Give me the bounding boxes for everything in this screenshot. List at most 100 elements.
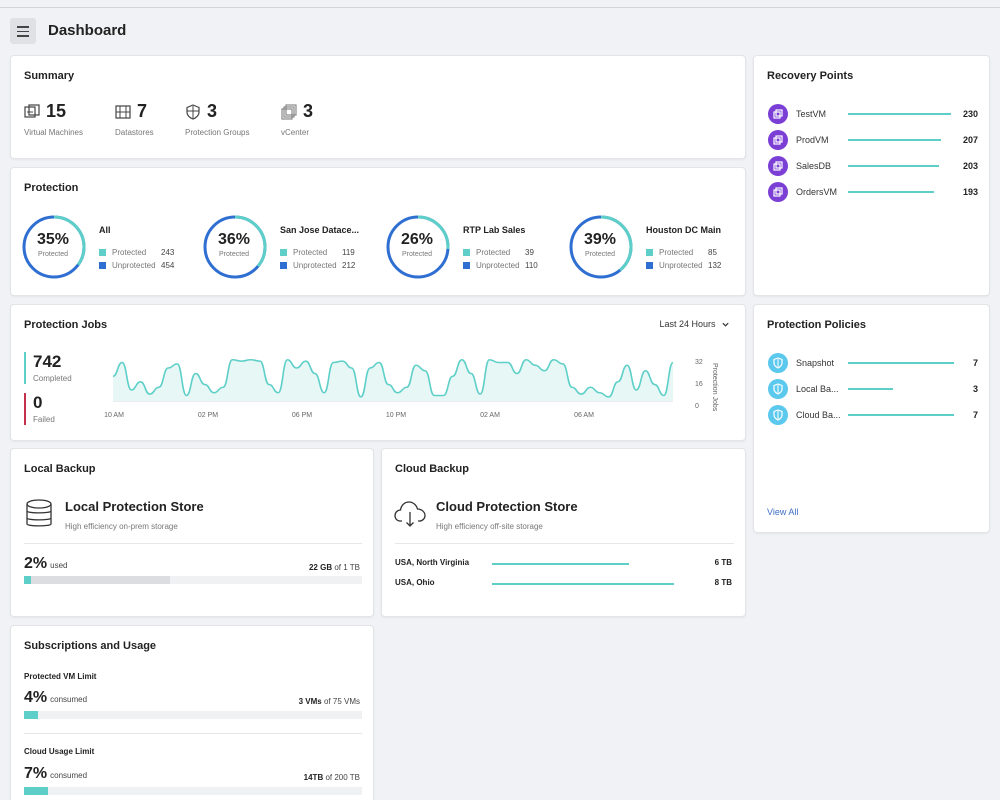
protected-arc xyxy=(203,215,267,279)
cloud-backup-title: Cloud Backup xyxy=(395,463,469,475)
datastore-icon xyxy=(115,105,131,119)
y-axis-label: Protection Jobs xyxy=(711,363,718,412)
recovery-point-row[interactable]: OrdersVM 193 xyxy=(768,182,978,202)
x-tick-label: 02 AM xyxy=(480,412,500,419)
cloud-limit-title: Cloud Usage Limit xyxy=(24,747,95,756)
summary-value: 3 xyxy=(303,101,314,121)
recovery-point-row[interactable]: TestVM 230 xyxy=(768,104,978,124)
protection-pct: 35% xyxy=(36,231,70,248)
legend-unprotected: Unprotected 212 xyxy=(280,261,355,270)
list-item-name: TestVM xyxy=(796,109,827,119)
list-item-value: 203 xyxy=(962,161,978,171)
vm-limit-used: 3 VMs xyxy=(298,697,322,706)
page-title: Dashboard xyxy=(48,22,127,39)
cloud-limit-label: consumed xyxy=(50,771,88,780)
protected-arc xyxy=(569,215,633,279)
protection-group[interactable]: 39% Protected Houston DC Main Protected 85 Un… xyxy=(568,214,748,280)
protection-jobs-card: Protection Jobs Last 24 Hours 742 Comple… xyxy=(10,304,746,441)
summary-card: Summary 15 Virtual Machines 7 Datastores… xyxy=(10,55,746,159)
summary-label: Protection Groups xyxy=(185,128,250,137)
legend-protected: Protected 243 xyxy=(99,248,174,257)
local-used-value: 22 GB xyxy=(308,563,333,572)
legend-value: 39 xyxy=(525,248,534,257)
unprotected-swatch xyxy=(463,262,470,270)
y-tick-label: 0 xyxy=(695,403,699,410)
recovery-points-title: Recovery Points xyxy=(767,70,854,82)
y-tick-label: 32 xyxy=(695,359,703,366)
database-icon xyxy=(26,499,52,527)
policy-row[interactable]: Local Ba... 3 xyxy=(768,379,978,399)
protection-group[interactable]: 26% Protected RTP Lab Sales Protected 39 Unpr… xyxy=(385,214,565,280)
completed-bar xyxy=(24,352,26,384)
chart-line xyxy=(112,358,674,398)
list-item-bar xyxy=(848,362,954,364)
protection-sub: Protected xyxy=(38,251,68,258)
time-range-dropdown[interactable]: Last 24 Hours xyxy=(659,319,730,329)
divider xyxy=(24,733,362,734)
x-tick-label: 10 AM xyxy=(104,412,124,419)
cloud-limit-used: 14TB xyxy=(303,773,324,782)
menu-button[interactable] xyxy=(10,18,36,44)
list-item-bar xyxy=(848,165,939,167)
unprotected-swatch xyxy=(280,262,287,270)
legend-unprotected: Unprotected 132 xyxy=(646,261,721,270)
summary-value: 3 xyxy=(207,101,218,121)
vm-limit-amount: 3 VMs of 75 VMs xyxy=(299,697,360,706)
protection-donut xyxy=(22,215,86,279)
protected-arc xyxy=(22,215,86,279)
protection-group-name: RTP Lab Sales xyxy=(463,225,526,235)
shield-icon xyxy=(186,104,200,120)
list-item-name: SalesDB xyxy=(796,161,832,171)
legend-value: 85 xyxy=(708,248,717,257)
shield-icon xyxy=(768,379,788,399)
failed-bar xyxy=(24,393,26,425)
local-usage-reserved xyxy=(31,576,170,584)
chart-area xyxy=(113,359,673,401)
legend-label: Protected xyxy=(476,248,511,257)
cloud-limit-pct-value: 7% xyxy=(24,765,48,782)
list-item-value: 193 xyxy=(962,187,978,197)
policy-row[interactable]: Cloud Ba... 7 xyxy=(768,405,978,425)
protection-group[interactable]: 36% Protected San Jose Datace... Protected 1… xyxy=(202,214,382,280)
cloud-backup-card: Cloud Backup Cloud Protection Store High… xyxy=(381,448,746,617)
protection-title: Protection xyxy=(24,182,79,194)
protection-group[interactable]: 35% Protected All Protected 243 Unprotected 45… xyxy=(21,214,201,280)
divider xyxy=(395,543,734,544)
recovery-point-row[interactable]: SalesDB 203 xyxy=(768,156,978,176)
x-tick-label: 06 PM xyxy=(292,412,312,419)
legend-value: 454 xyxy=(161,261,175,270)
legend-unprotected: Unprotected 454 xyxy=(99,261,174,270)
protected-arc xyxy=(386,215,450,279)
local-store-name: Local Protection Store xyxy=(65,499,204,514)
region-bar xyxy=(492,563,629,565)
vm-limit-pct-value: 4% xyxy=(24,689,48,706)
region-bar xyxy=(492,583,674,585)
list-item-name: Snapshot xyxy=(796,358,835,368)
view-all-link[interactable]: View All xyxy=(767,507,799,517)
shield-icon xyxy=(768,405,788,425)
cloud-limit-pct: 7% consumed xyxy=(24,765,87,783)
cloud-store-name: Cloud Protection Store xyxy=(436,499,578,514)
list-item-bar xyxy=(848,191,935,193)
y-tick-label: 16 xyxy=(695,381,703,388)
protection-sub: Protected xyxy=(585,251,615,258)
local-backup-card: Local Backup Local Protection Store High… xyxy=(10,448,374,617)
vm-icon xyxy=(768,156,788,176)
divider xyxy=(24,543,362,544)
policy-row[interactable]: Snapshot 7 xyxy=(768,353,978,373)
local-used-pct: 2% used xyxy=(24,555,67,573)
vcenter-icon xyxy=(281,104,297,120)
cloud-limit-bar xyxy=(24,787,362,795)
recovery-point-row[interactable]: ProdVM 207 xyxy=(768,130,978,150)
summary-label: Datastores xyxy=(115,128,154,137)
list-item-bar xyxy=(848,414,954,416)
completed-value: 742 xyxy=(33,352,62,371)
local-usage-fill xyxy=(24,576,31,584)
summary-label: Virtual Machines xyxy=(24,128,83,137)
x-tick-label: 02 PM xyxy=(198,412,218,419)
vm-icon xyxy=(24,104,40,118)
chevron-down-icon xyxy=(722,322,729,327)
completed-kpi: 742 Completed xyxy=(24,352,72,384)
policies-title: Protection Policies xyxy=(767,319,867,331)
summary-title: Summary xyxy=(24,70,75,82)
